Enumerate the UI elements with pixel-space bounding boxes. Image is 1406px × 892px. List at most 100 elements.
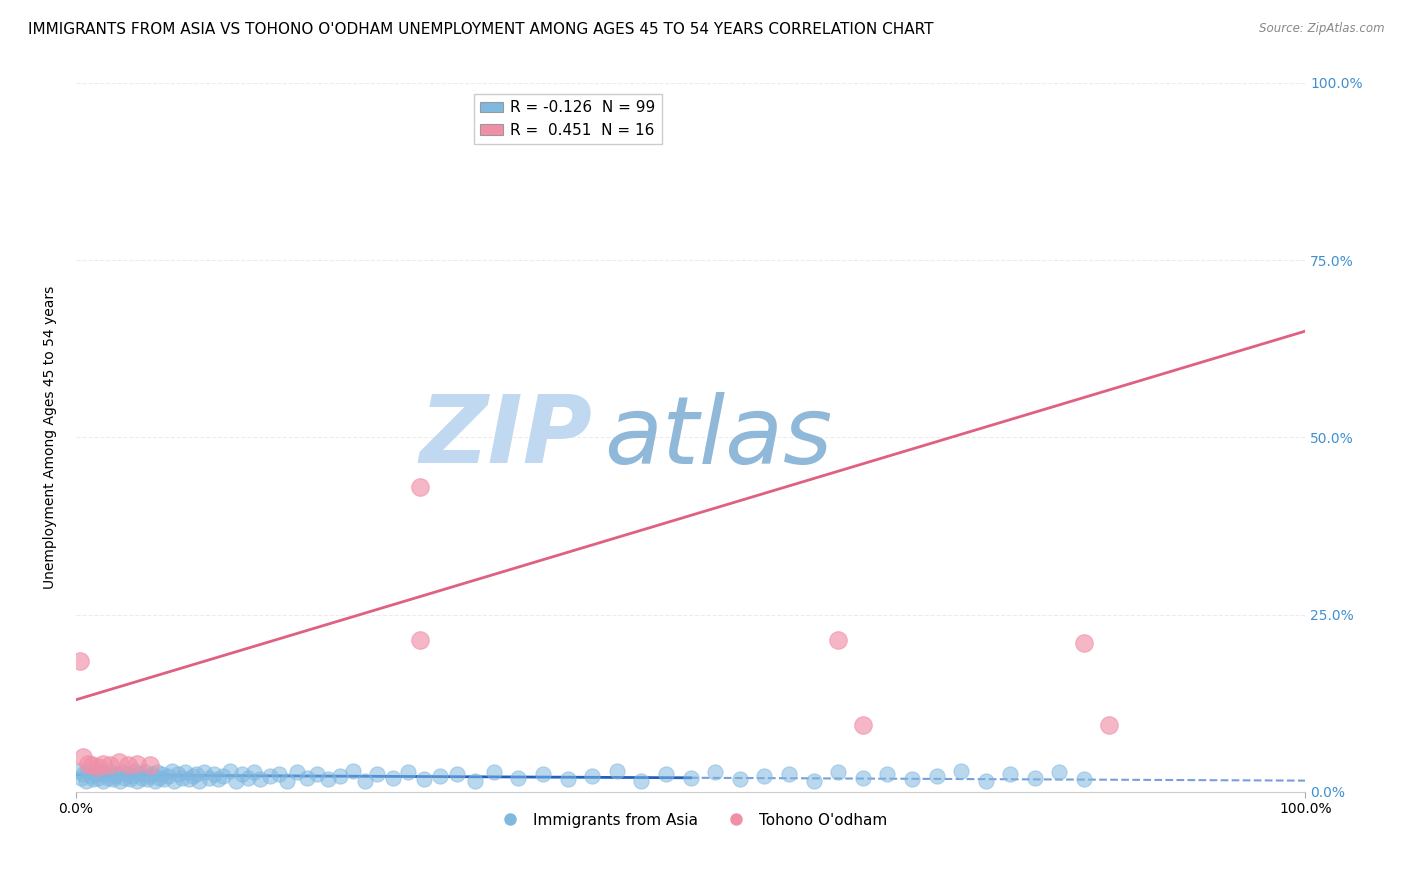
Point bbox=[186, 767, 208, 781]
Point bbox=[409, 480, 432, 494]
Point bbox=[138, 769, 160, 783]
Point bbox=[728, 772, 751, 787]
Point bbox=[72, 749, 94, 764]
Point bbox=[141, 767, 163, 781]
Point bbox=[187, 774, 209, 789]
Point bbox=[98, 765, 121, 780]
Point bbox=[852, 717, 875, 731]
Point bbox=[177, 772, 200, 787]
Point bbox=[557, 772, 579, 787]
Point bbox=[630, 774, 652, 789]
Point bbox=[305, 767, 328, 781]
Point bbox=[202, 767, 225, 781]
Point bbox=[1049, 765, 1071, 780]
Point bbox=[285, 765, 308, 780]
Point bbox=[655, 767, 678, 781]
Point bbox=[131, 771, 153, 785]
Point bbox=[124, 764, 146, 778]
Point bbox=[77, 756, 100, 771]
Point bbox=[67, 764, 90, 778]
Point bbox=[108, 755, 131, 769]
Point bbox=[1024, 771, 1046, 785]
Point bbox=[412, 772, 434, 787]
Point bbox=[127, 774, 149, 789]
Point bbox=[193, 765, 215, 780]
Point bbox=[157, 769, 180, 783]
Point bbox=[84, 767, 107, 781]
Point bbox=[114, 771, 136, 785]
Point bbox=[1098, 717, 1121, 731]
Point bbox=[236, 771, 259, 785]
Point bbox=[197, 771, 219, 785]
Point bbox=[69, 771, 91, 785]
Point bbox=[150, 767, 173, 781]
Point bbox=[295, 771, 318, 785]
Point bbox=[276, 774, 298, 789]
Point bbox=[153, 772, 176, 787]
Point bbox=[148, 771, 170, 785]
Point bbox=[107, 767, 129, 781]
Point bbox=[143, 774, 166, 789]
Point bbox=[75, 774, 97, 789]
Text: ZIP: ZIP bbox=[419, 392, 592, 483]
Point bbox=[754, 769, 776, 783]
Point bbox=[101, 772, 124, 787]
Point bbox=[89, 764, 111, 778]
Point bbox=[97, 771, 120, 785]
Point bbox=[207, 772, 229, 787]
Point bbox=[409, 632, 432, 647]
Point bbox=[974, 774, 997, 789]
Point bbox=[94, 767, 117, 781]
Point bbox=[174, 765, 197, 780]
Point bbox=[80, 758, 103, 772]
Point bbox=[212, 769, 235, 783]
Point bbox=[429, 769, 451, 783]
Point bbox=[98, 758, 121, 772]
Point bbox=[353, 774, 375, 789]
Point bbox=[121, 769, 143, 783]
Point bbox=[342, 764, 364, 778]
Legend: Immigrants from Asia, Tohono O'odham: Immigrants from Asia, Tohono O'odham bbox=[488, 806, 893, 834]
Point bbox=[249, 772, 271, 787]
Point bbox=[876, 767, 898, 781]
Point bbox=[104, 769, 127, 783]
Point bbox=[925, 769, 948, 783]
Text: Source: ZipAtlas.com: Source: ZipAtlas.com bbox=[1260, 22, 1385, 36]
Point bbox=[91, 774, 114, 789]
Point bbox=[1073, 636, 1095, 650]
Point bbox=[170, 771, 193, 785]
Point bbox=[581, 769, 603, 783]
Point bbox=[1073, 772, 1095, 787]
Text: IMMIGRANTS FROM ASIA VS TOHONO O'ODHAM UNEMPLOYMENT AMONG AGES 45 TO 54 YEARS CO: IMMIGRANTS FROM ASIA VS TOHONO O'ODHAM U… bbox=[28, 22, 934, 37]
Point bbox=[77, 765, 100, 780]
Point bbox=[225, 774, 247, 789]
Point bbox=[316, 772, 339, 787]
Point bbox=[167, 767, 190, 781]
Point bbox=[138, 758, 160, 772]
Point bbox=[396, 765, 419, 780]
Point bbox=[901, 772, 924, 787]
Point bbox=[127, 756, 149, 771]
Text: atlas: atlas bbox=[605, 392, 832, 483]
Point bbox=[163, 774, 186, 789]
Point bbox=[111, 765, 134, 780]
Point bbox=[79, 769, 101, 783]
Point bbox=[606, 764, 628, 778]
Point bbox=[117, 758, 139, 772]
Point bbox=[72, 767, 94, 781]
Point bbox=[160, 764, 183, 778]
Point bbox=[118, 772, 141, 787]
Point bbox=[508, 771, 530, 785]
Point bbox=[366, 767, 388, 781]
Point bbox=[82, 772, 104, 787]
Point bbox=[950, 764, 973, 778]
Point bbox=[181, 769, 204, 783]
Point bbox=[827, 632, 849, 647]
Point bbox=[136, 772, 159, 787]
Point bbox=[243, 765, 266, 780]
Point bbox=[218, 764, 240, 778]
Point bbox=[446, 767, 468, 781]
Point bbox=[531, 767, 554, 781]
Point bbox=[267, 767, 290, 781]
Point bbox=[87, 760, 110, 774]
